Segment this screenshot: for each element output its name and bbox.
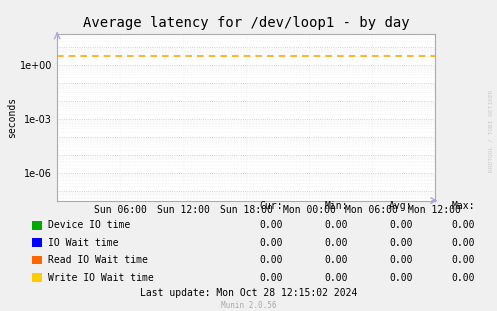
Text: Write IO Wait time: Write IO Wait time: [48, 273, 154, 283]
Text: 0.00: 0.00: [389, 273, 413, 283]
Text: Min:: Min:: [325, 201, 348, 211]
Text: 0.00: 0.00: [389, 238, 413, 248]
Text: 0.00: 0.00: [451, 238, 475, 248]
Text: 0.00: 0.00: [260, 238, 283, 248]
Text: Cur:: Cur:: [260, 201, 283, 211]
Text: 0.00: 0.00: [389, 220, 413, 230]
Text: 0.00: 0.00: [325, 220, 348, 230]
Text: 0.00: 0.00: [260, 255, 283, 265]
Text: 0.00: 0.00: [325, 273, 348, 283]
Text: 0.00: 0.00: [389, 255, 413, 265]
Text: Last update: Mon Oct 28 12:15:02 2024: Last update: Mon Oct 28 12:15:02 2024: [140, 288, 357, 298]
Text: 0.00: 0.00: [451, 255, 475, 265]
Text: 0.00: 0.00: [260, 220, 283, 230]
Text: 0.00: 0.00: [260, 273, 283, 283]
Text: Max:: Max:: [451, 201, 475, 211]
Text: 0.00: 0.00: [451, 273, 475, 283]
Title: Average latency for /dev/loop1 - by day: Average latency for /dev/loop1 - by day: [83, 16, 410, 30]
Text: Read IO Wait time: Read IO Wait time: [48, 255, 148, 265]
Y-axis label: seconds: seconds: [7, 97, 17, 138]
Text: Munin 2.0.56: Munin 2.0.56: [221, 301, 276, 310]
Text: 0.00: 0.00: [325, 255, 348, 265]
Text: Device IO time: Device IO time: [48, 220, 130, 230]
Text: 0.00: 0.00: [451, 220, 475, 230]
Text: 0.00: 0.00: [325, 238, 348, 248]
Text: Avg:: Avg:: [389, 201, 413, 211]
Text: RRDTOOL / TOBI OETIKER: RRDTOOL / TOBI OETIKER: [489, 89, 494, 172]
Text: IO Wait time: IO Wait time: [48, 238, 119, 248]
